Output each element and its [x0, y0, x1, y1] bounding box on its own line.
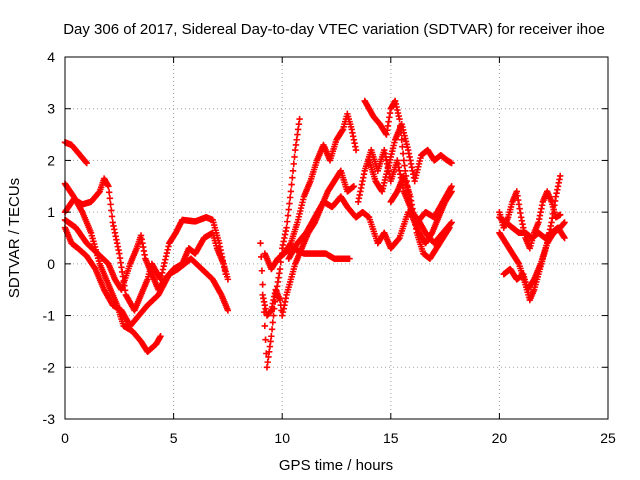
data-point — [448, 159, 455, 167]
series-trace-4 — [61, 216, 232, 293]
data-point — [257, 239, 264, 247]
data-point — [557, 172, 564, 180]
y-tick-label: 2 — [47, 152, 55, 168]
series-trace-13 — [365, 121, 455, 195]
data-point — [289, 174, 296, 181]
data-point — [448, 188, 455, 195]
data-point — [268, 326, 276, 333]
axis-ticks: 0 5 10 15 20 25 -3 -2 -1 0 1 2 3 4 — [43, 49, 616, 446]
data-point — [446, 224, 453, 231]
chart-title: Day 306 of 2017, Sidereal Day-to-day VTE… — [63, 21, 605, 38]
x-tick-label: 5 — [170, 430, 178, 446]
series-trace-12 — [361, 97, 455, 247]
series-trace-7 — [259, 167, 358, 319]
y-tick-label: -3 — [43, 411, 56, 427]
data-point — [399, 150, 407, 157]
series-trace-17 — [500, 219, 568, 293]
data-point — [224, 307, 232, 314]
data-marks — [61, 97, 568, 371]
data-point — [270, 312, 277, 319]
data-point — [108, 213, 116, 220]
data-point — [276, 265, 284, 273]
plot-frame — [64, 56, 609, 420]
x-tick-label: 0 — [61, 430, 69, 446]
y-tick-label: 1 — [47, 204, 55, 220]
y-axis-label: SDTVAR / TECUs — [6, 178, 23, 298]
y-tick-label: -1 — [43, 308, 56, 324]
data-point — [269, 319, 276, 326]
data-point — [287, 188, 295, 195]
x-tick-label: 10 — [274, 430, 290, 446]
data-point — [290, 160, 297, 168]
data-point — [396, 115, 403, 123]
data-point — [262, 336, 269, 343]
data-point — [268, 333, 275, 340]
data-point — [105, 189, 113, 196]
data-point — [157, 333, 164, 340]
y-tick-label: 3 — [47, 101, 55, 117]
data-point — [398, 136, 405, 143]
data-point — [283, 224, 290, 231]
data-point — [288, 181, 295, 188]
data-point — [83, 159, 90, 167]
data-point — [284, 218, 291, 225]
data-point — [285, 206, 292, 213]
data-point — [284, 212, 292, 219]
data-point — [261, 322, 269, 330]
x-tick-label: 25 — [600, 430, 616, 446]
series-trace-1 — [61, 139, 90, 167]
series-trace-14 — [387, 172, 453, 262]
data-point — [286, 194, 294, 201]
data-point — [289, 167, 297, 174]
x-tick-label: 15 — [383, 430, 399, 446]
x-tick-label: 20 — [492, 430, 508, 446]
data-point — [224, 276, 232, 283]
data-point — [448, 219, 455, 226]
data-point — [259, 281, 266, 288]
data-point — [107, 201, 114, 208]
data-point — [106, 195, 114, 202]
series-trace-3 — [61, 175, 229, 314]
series-trace-5 — [61, 224, 232, 330]
y-tick-label: -2 — [43, 359, 56, 375]
data-point — [561, 219, 568, 226]
data-point — [346, 255, 353, 262]
data-point — [352, 146, 360, 154]
y-tick-label: 0 — [47, 256, 55, 272]
series-trace-8 — [261, 110, 360, 273]
data-point — [105, 183, 112, 190]
series-trace-18 — [496, 214, 568, 242]
series-trace-2 — [61, 180, 164, 355]
data-point — [561, 234, 568, 242]
data-point — [557, 211, 564, 218]
data-point — [108, 207, 115, 214]
data-point — [258, 267, 266, 274]
y-tick-label: 4 — [47, 49, 55, 65]
data-point — [286, 200, 293, 207]
data-point — [291, 153, 298, 161]
data-point — [296, 115, 303, 123]
data-point — [350, 183, 358, 190]
x-axis-label: GPS time / hours — [279, 457, 393, 474]
